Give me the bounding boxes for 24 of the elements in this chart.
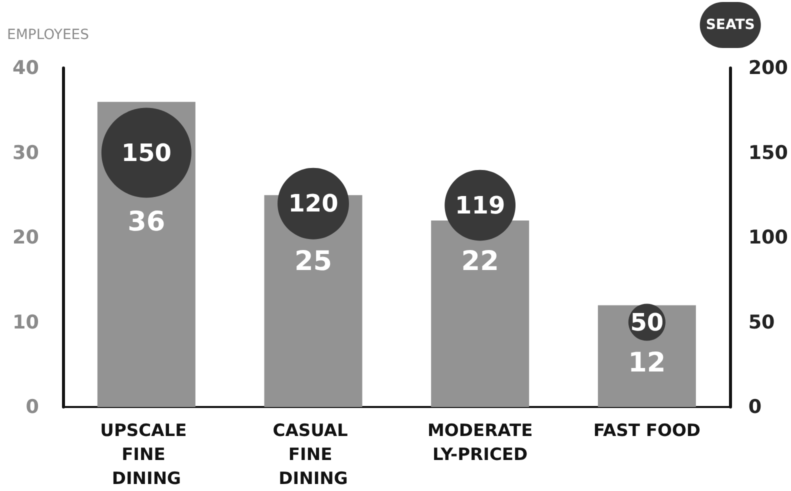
- x-tick-label: UPSCALE FINE DINING: [100, 421, 193, 489]
- y2-tick-label: 100: [748, 226, 788, 248]
- y-tick-label: 30: [12, 142, 39, 164]
- x-tick-label: CASUAL FINE DINING: [272, 421, 354, 489]
- y-tick-label: 0: [26, 396, 39, 418]
- data-label: 50: [630, 308, 664, 336]
- data-label: 119: [455, 191, 506, 220]
- data-label: 120: [288, 190, 338, 218]
- data-label: 12: [628, 348, 666, 379]
- y-axis-title: EMPLOYEES: [6, 27, 90, 43]
- y2-tick-label: 150: [748, 142, 788, 164]
- data-label: 25: [294, 246, 332, 277]
- y2-tick-label: 200: [748, 57, 788, 79]
- y-tick-label: 40: [12, 57, 39, 79]
- y-tick-label: 10: [12, 311, 39, 334]
- data-label: 22: [461, 246, 499, 277]
- y2-tick-label: 0: [748, 396, 762, 418]
- x-tick-label: FAST FOOD: [593, 421, 701, 441]
- y2-tick-label: 50: [748, 311, 775, 334]
- data-label: 36: [128, 206, 166, 238]
- data-label: 150: [121, 138, 172, 167]
- y-tick-label: 20: [12, 226, 39, 248]
- y2-axis-title: SEATS: [706, 17, 755, 33]
- x-tick-label: MODERATELY-PRICED: [427, 421, 533, 465]
